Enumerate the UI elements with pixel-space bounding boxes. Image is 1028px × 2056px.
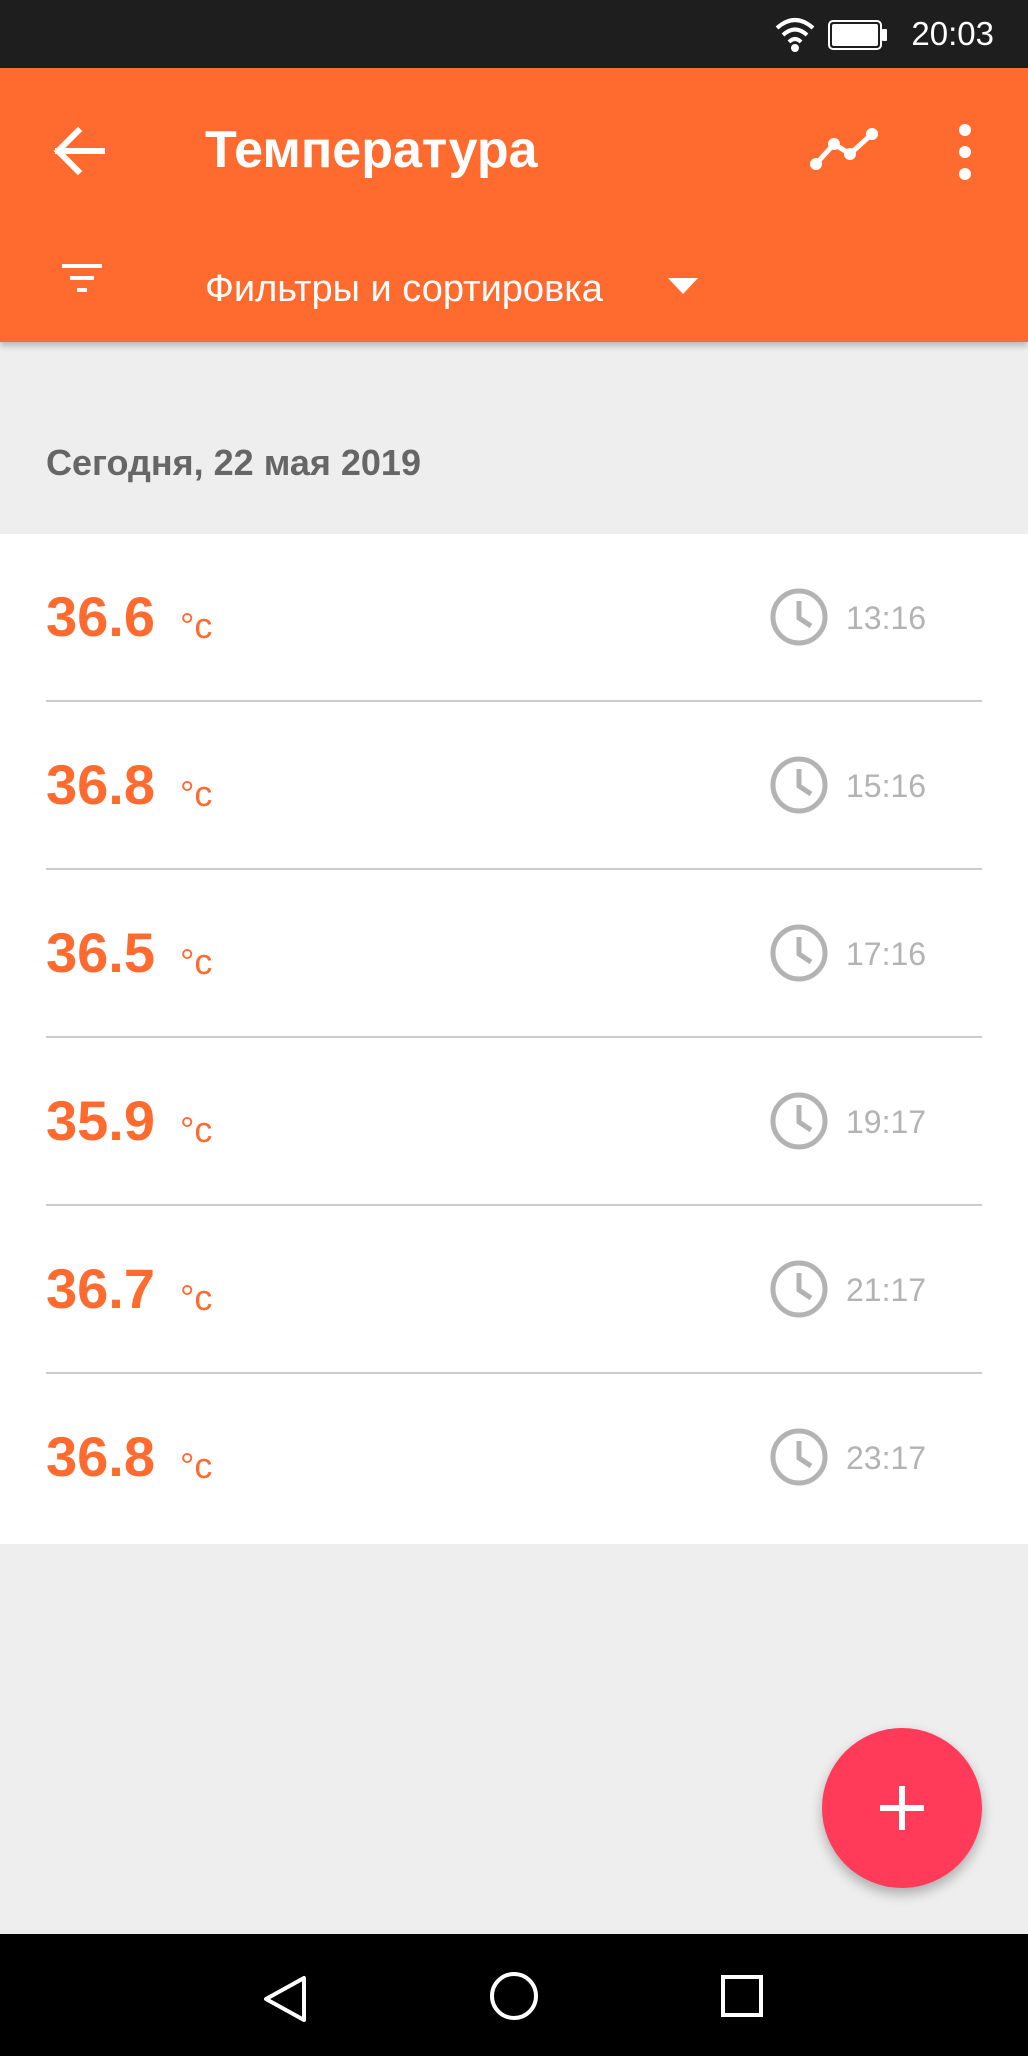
list-item[interactable]: 36.8 °c 23:17 [0,1374,1028,1542]
temperature-unit: °c [180,1445,213,1486]
status-bar: 20:03 [0,0,1028,68]
record-time: 19:17 [846,1104,927,1140]
temperature-value: 35.9 [46,1089,155,1152]
filter-sort-dropdown[interactable]: Фильтры и сортировка [205,268,603,310]
clock-icon [770,1260,828,1318]
list-item[interactable]: 36.7 °c 21:17 [0,1206,1028,1374]
line-chart-icon[interactable] [810,122,878,178]
divider [46,1204,982,1206]
temperature-unit: °c [180,773,213,814]
dropdown-arrow-icon[interactable] [668,278,698,296]
list-item[interactable]: 36.8 °c 15:16 [0,702,1028,870]
record-time: 23:17 [846,1440,927,1476]
temperature-unit: °c [180,941,213,982]
divider [46,1372,982,1374]
record-time: 15:16 [846,768,927,804]
back-arrow-icon[interactable] [50,122,108,180]
temperature-value: 36.8 [46,753,155,816]
clock-icon [770,1092,828,1150]
temperature-list: 36.6 °c 13:16 36.8 °c 15:16 36.5 °c 17:1… [0,534,1028,1544]
temperature-value: 36.7 [46,1257,155,1320]
list-item[interactable]: 36.6 °c 13:16 [0,534,1028,702]
nav-back-icon[interactable] [262,1974,308,2024]
nav-home-icon[interactable] [488,1970,540,2022]
app-bar: Температура Фильтры и сортировка [0,68,1028,342]
page-title: Температура [205,121,538,179]
record-time: 13:16 [846,600,927,636]
add-record-button[interactable] [822,1728,982,1888]
nav-recents-icon[interactable] [720,1974,764,2018]
temperature-value: 36.6 [46,585,155,648]
divider [46,868,982,870]
divider [46,700,982,702]
clock-icon [770,1428,828,1486]
list-item[interactable]: 35.9 °c 19:17 [0,1038,1028,1206]
temperature-unit: °c [180,1277,213,1318]
clock-icon [770,924,828,982]
divider [46,1036,982,1038]
plus-icon [880,1786,924,1830]
temperature-unit: °c [180,1109,213,1150]
date-header: Сегодня, 22 мая 2019 [46,442,421,483]
wifi-icon [775,18,815,52]
temperature-value: 36.8 [46,1425,155,1488]
temperature-unit: °c [180,605,213,646]
more-vertical-icon[interactable] [948,122,982,182]
filter-icon[interactable] [60,260,104,296]
clock-icon [770,588,828,646]
clock-icon [770,756,828,814]
record-time: 21:17 [846,1272,927,1308]
temperature-value: 36.5 [46,921,155,984]
status-time: 20:03 [911,15,994,52]
record-time: 17:16 [846,936,927,972]
list-item[interactable]: 36.5 °c 17:16 [0,870,1028,1038]
system-nav-bar [0,1934,1028,2056]
battery-icon [828,20,887,50]
